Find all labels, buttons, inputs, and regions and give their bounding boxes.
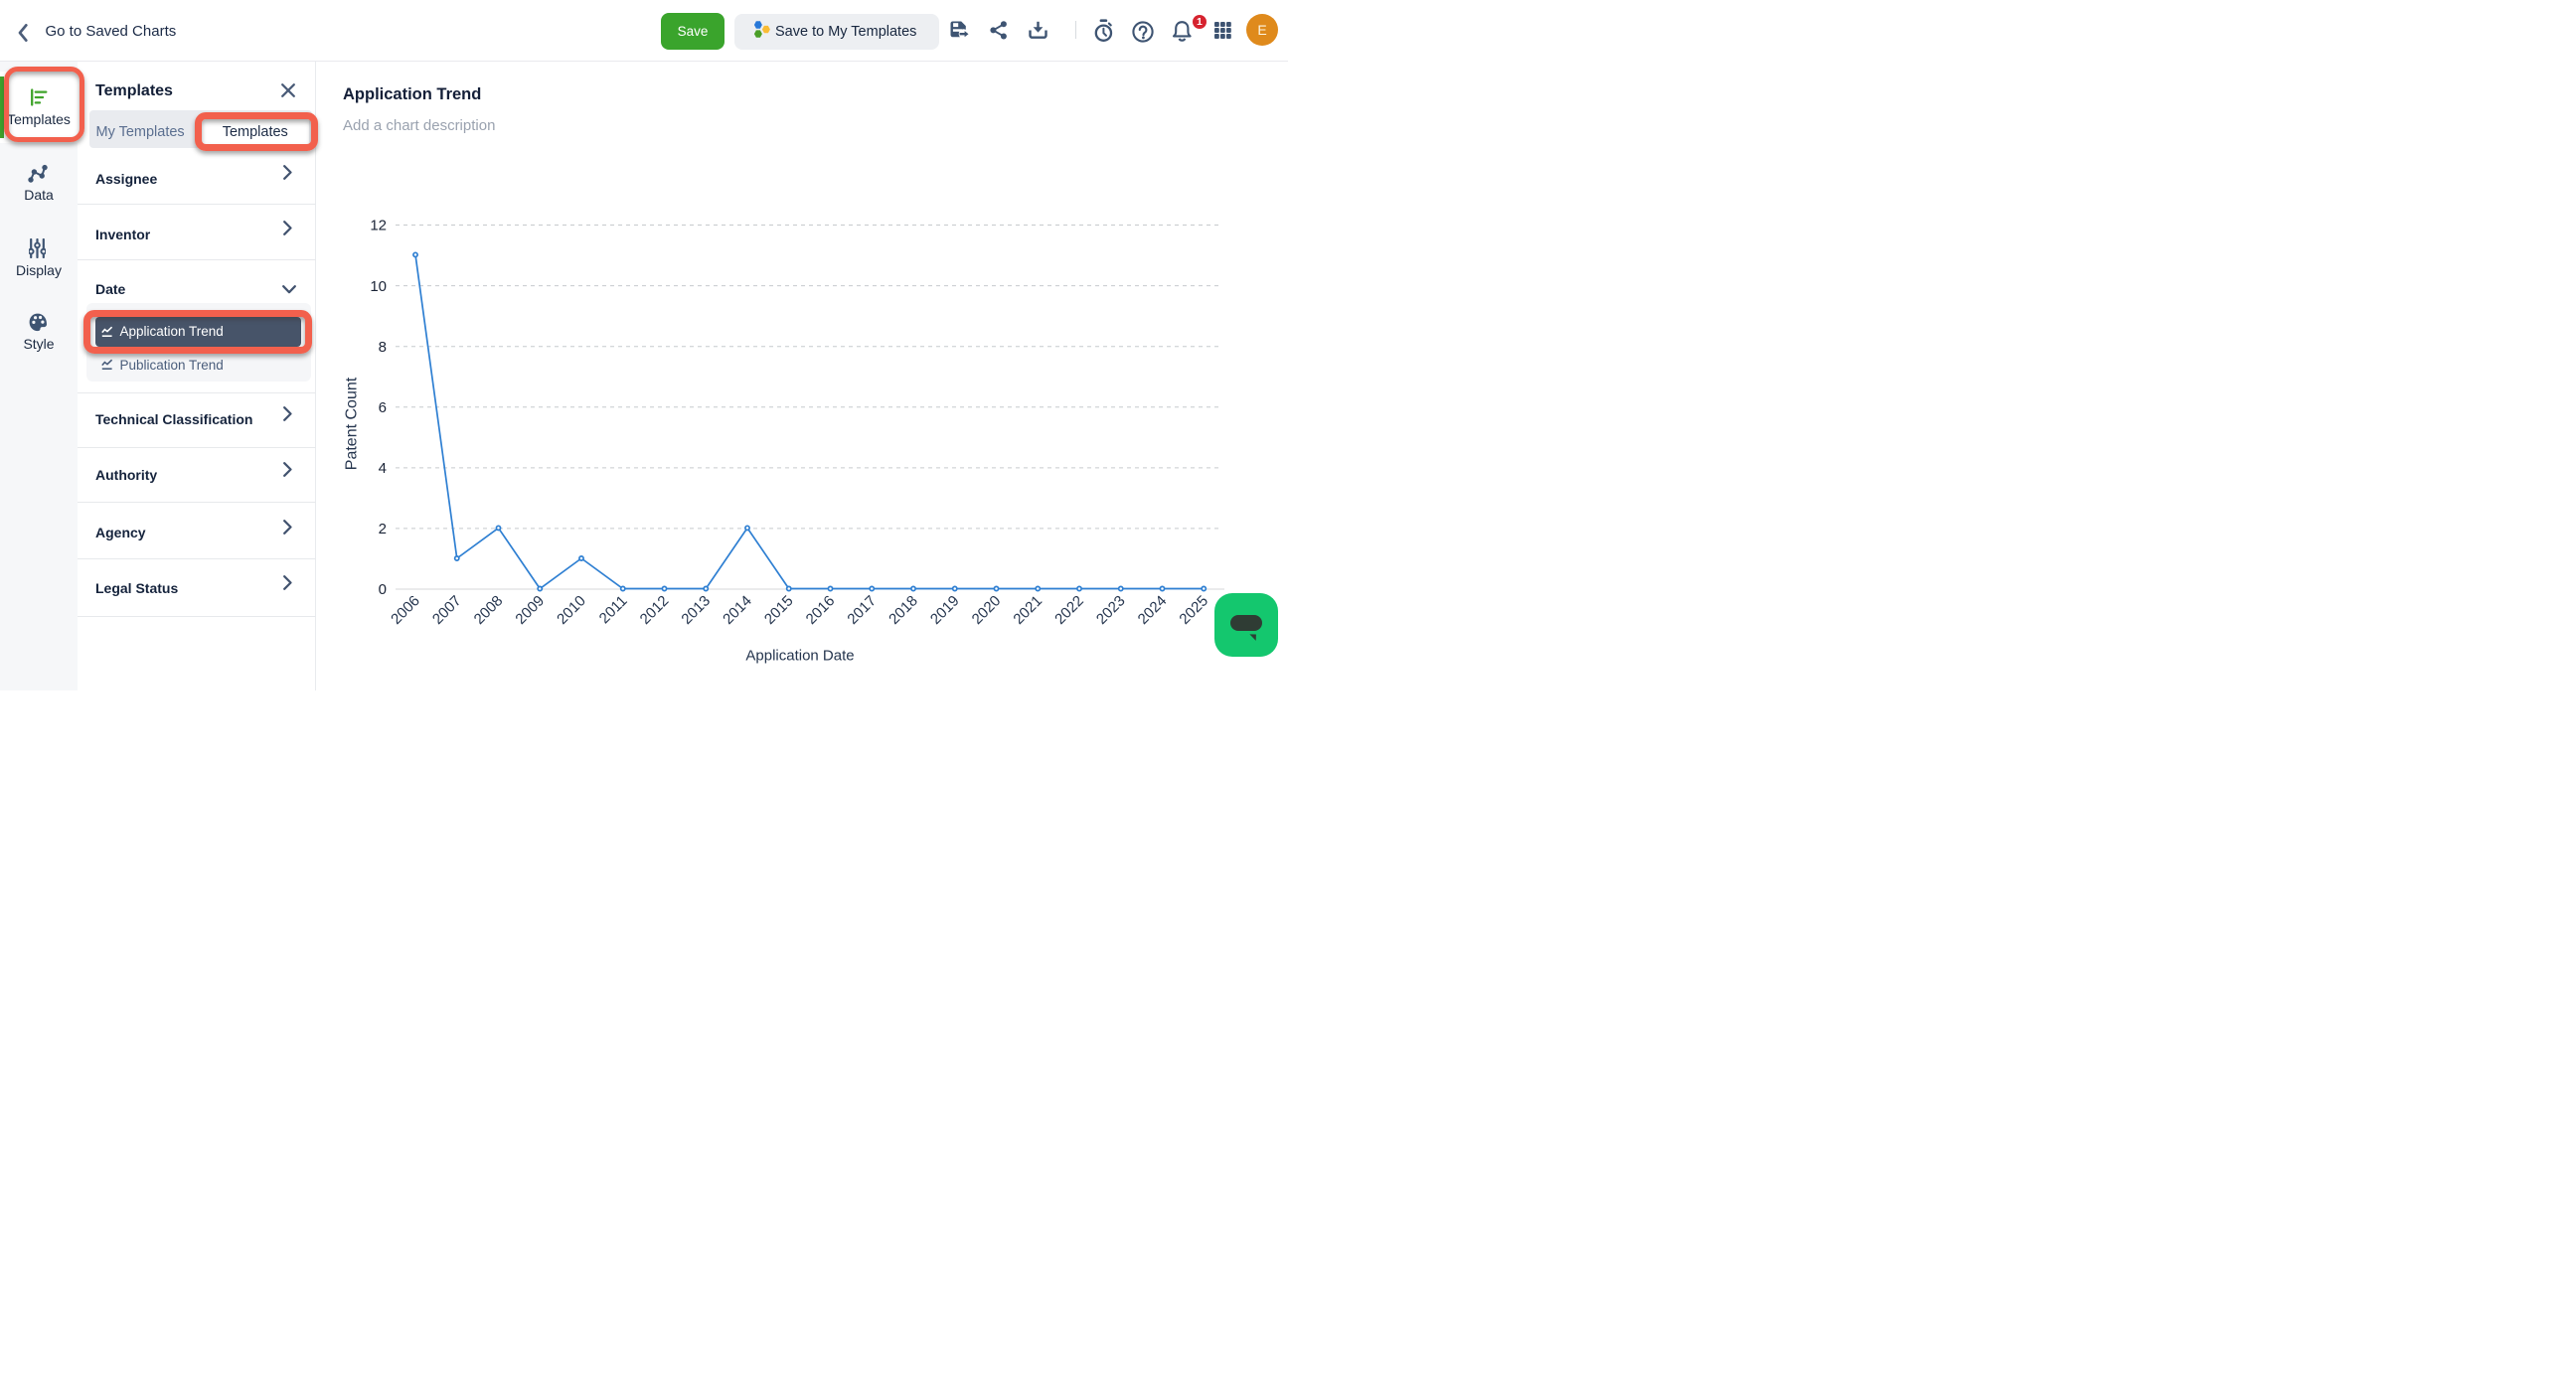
svg-text:8: 8 [379,339,387,356]
svg-text:2015: 2015 [761,592,797,628]
svg-text:2: 2 [379,521,387,537]
svg-text:2013: 2013 [678,592,714,628]
svg-text:2009: 2009 [512,592,548,628]
svg-text:2017: 2017 [844,592,880,628]
svg-text:6: 6 [379,399,387,416]
svg-text:10: 10 [370,278,387,295]
svg-text:2018: 2018 [886,592,921,628]
svg-text:2019: 2019 [927,592,963,628]
svg-text:2010: 2010 [554,592,589,628]
svg-text:2006: 2006 [388,592,423,628]
svg-text:2014: 2014 [720,592,755,628]
svg-text:2020: 2020 [969,592,1005,628]
svg-text:2011: 2011 [596,592,631,627]
svg-text:2021: 2021 [1010,592,1046,628]
svg-text:2016: 2016 [803,592,839,628]
svg-text:Patent Count: Patent Count [344,377,361,470]
svg-text:2008: 2008 [471,592,507,628]
svg-text:0: 0 [379,581,387,598]
svg-text:2023: 2023 [1093,592,1129,628]
svg-text:2024: 2024 [1135,592,1171,628]
svg-text:2012: 2012 [637,592,673,628]
svg-text:12: 12 [370,218,387,234]
svg-text:2022: 2022 [1051,592,1087,628]
svg-text:2007: 2007 [429,592,465,628]
svg-text:Application Date: Application Date [745,648,854,665]
svg-text:2025: 2025 [1176,592,1211,628]
svg-text:4: 4 [379,460,387,477]
